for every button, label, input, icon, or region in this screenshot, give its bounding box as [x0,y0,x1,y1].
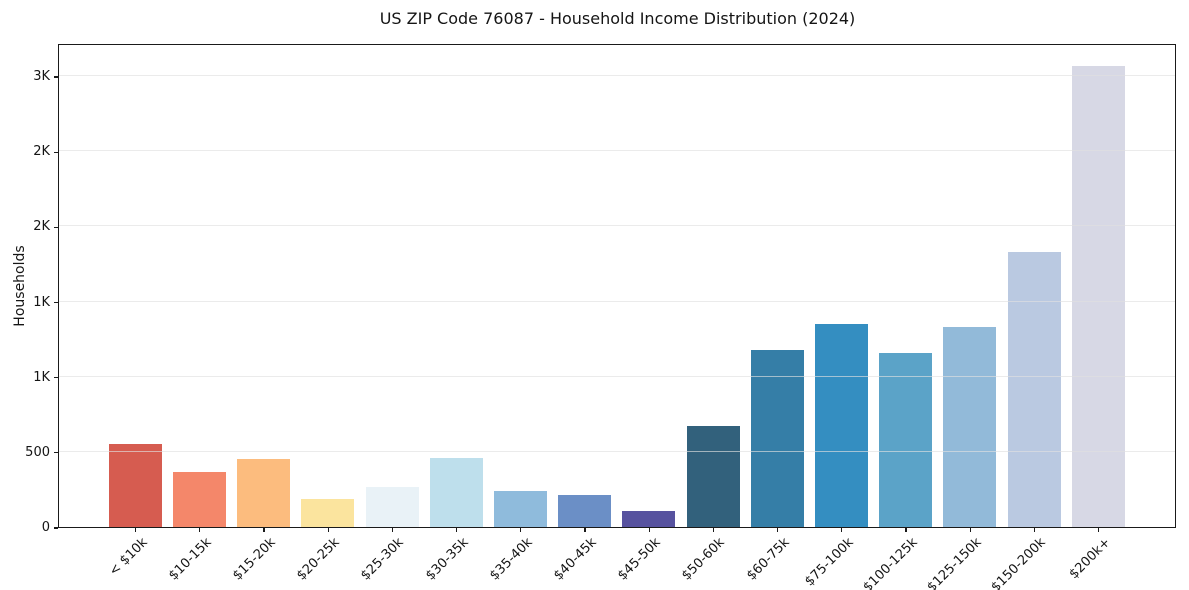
y-tick-label: 3K [33,69,50,85]
x-tick-label: < $10k [106,535,151,580]
x-tick-mark [391,528,393,532]
bar [686,426,740,527]
plot-area [58,44,1176,528]
y-tick-mark [54,226,58,228]
gridline [59,75,1175,77]
bar [429,457,483,527]
bar [1071,65,1125,527]
x-tick-label: $100-125k [860,535,921,590]
bar [622,511,676,527]
bar [493,491,547,527]
bar [365,486,419,527]
x-tick-label: $35-40k [486,535,536,584]
y-tick-mark [54,301,58,304]
y-tick-label: 1K [33,294,50,310]
bar [1007,251,1061,527]
x-tick-label: $60-75k [743,535,793,584]
bar [172,472,226,527]
x-tick-mark [134,528,137,532]
x-tick-mark [327,528,329,532]
x-tick-mark [199,528,201,532]
x-tick-label: $40-45k [551,535,600,584]
y-tick-mark [54,151,58,153]
x-tick-label: $50-60k [679,535,728,584]
x-tick-label: $20-25k [294,535,343,584]
x-tick-label: $125-150k [924,535,985,590]
gridline [59,450,1175,452]
gridline [59,300,1175,302]
gridline [59,225,1175,227]
bar [558,495,612,527]
x-tick-mark [905,528,907,532]
x-tick-mark [648,528,650,532]
y-tick-label: 500 [25,444,50,460]
bar [108,444,162,527]
x-tick-mark [712,528,714,532]
bar [943,327,997,527]
y-tick-mark [54,76,58,78]
bar [814,324,868,527]
x-tick-mark [1033,528,1035,532]
y-tick-mark [54,527,58,529]
chart-title: US ZIP Code 76087 - Household Income Dis… [379,9,856,28]
x-tick-mark [969,528,971,532]
x-tick-mark [263,528,265,532]
x-tick-label: $45-50k [615,535,664,584]
gridline [59,150,1175,152]
x-tick-mark [776,528,779,532]
x-tick-label: $30-35k [422,535,472,584]
x-tick-label: $75-100k [801,535,857,590]
y-tick-mark [54,377,58,379]
y-tick-label: 2K [33,144,50,160]
y-axis-title: Households [12,245,28,327]
y-tick-label: 0 [41,520,50,535]
gridline [59,375,1175,377]
x-tick-mark [520,528,522,532]
x-tick-mark [584,528,586,532]
bar [750,350,804,527]
bar [237,458,291,527]
bar [879,352,933,527]
x-tick-label: $200k+ [1066,535,1114,583]
x-tick-mark [841,528,843,532]
x-tick-label: $15-20k [230,535,279,584]
x-tick-label: $10-15k [165,535,215,584]
x-tick-mark [455,528,458,532]
x-tick-mark [1097,528,1100,532]
x-tick-label: $150-200k [988,535,1049,590]
y-tick-mark [54,452,58,454]
bar [301,499,355,527]
y-tick-label: 1K [33,369,50,385]
x-tick-label: $25-30k [358,535,407,584]
y-tick-label: 2K [33,219,50,235]
